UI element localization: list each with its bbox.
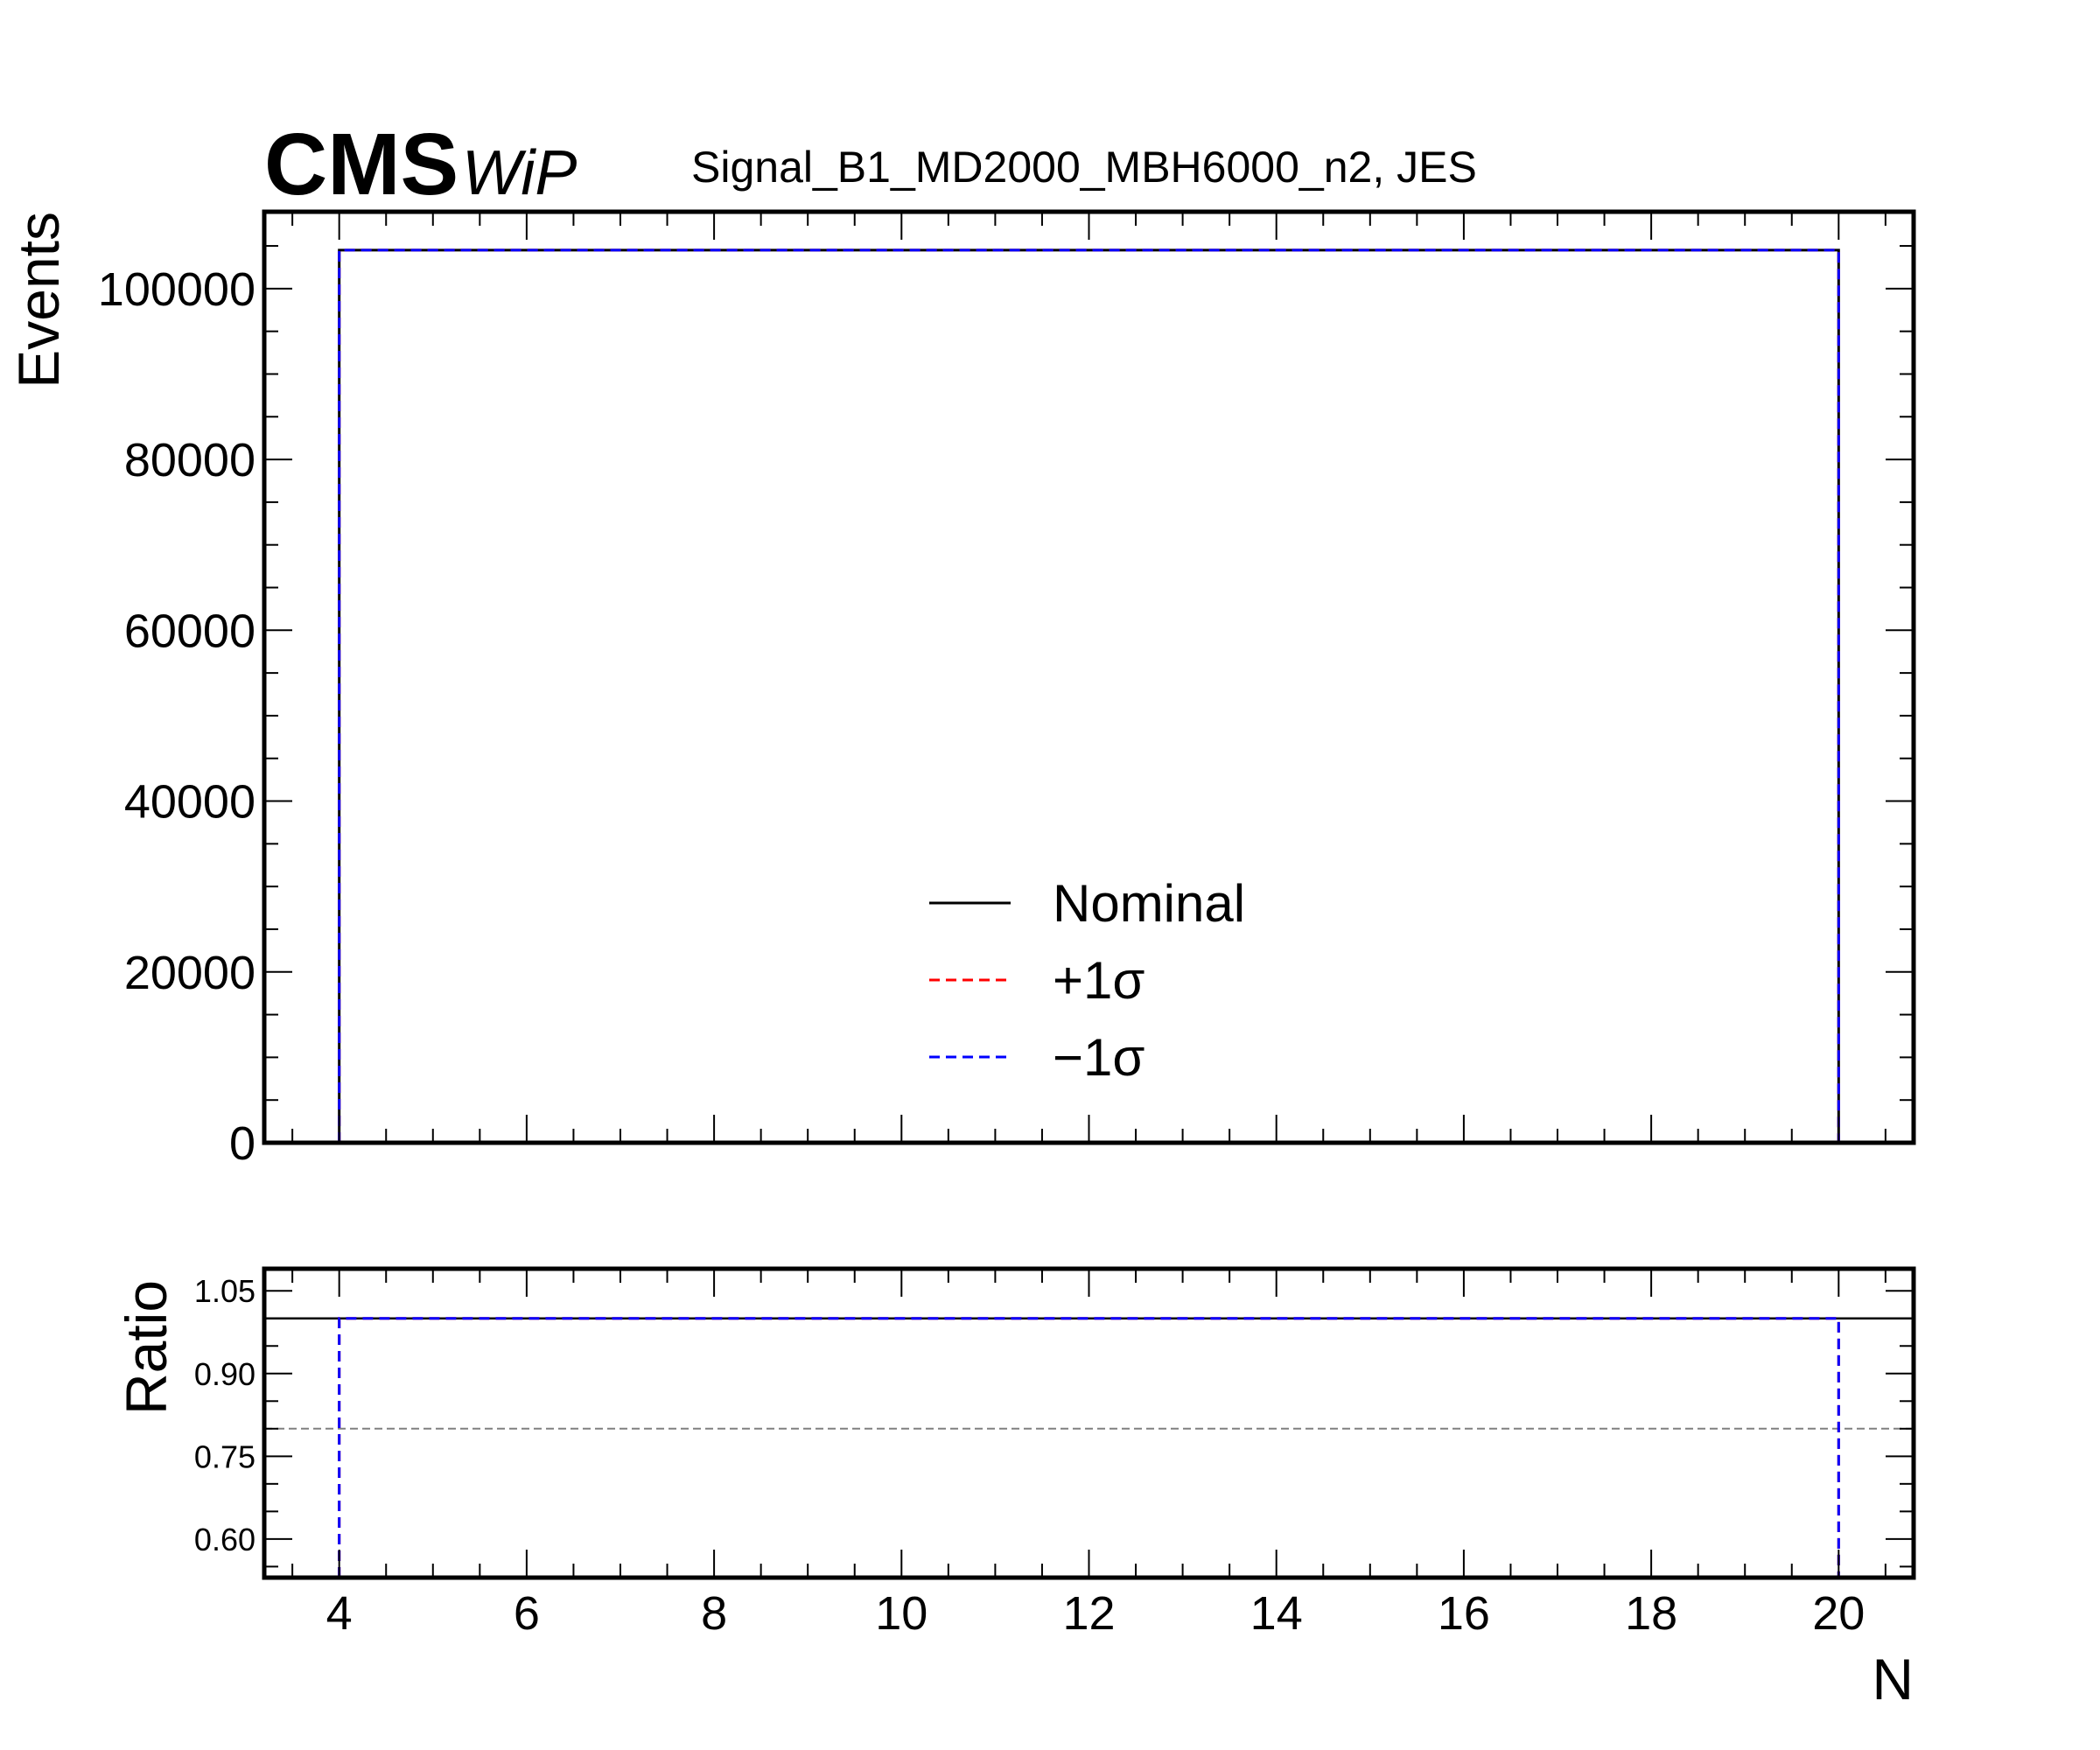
x-tick-label: 18: [1625, 1587, 1677, 1640]
ratio-y-ticks: 0.60 0.75 0.90 1.05: [194, 1273, 1914, 1568]
main-y-ticks: 0 20000 40000 60000 80000 100000: [98, 245, 1914, 1170]
main-y-axis-label: Events: [6, 212, 71, 388]
ratio-panel: 4 6 8 10 12 14 16 18 20 0.60 0.75 0.90 1.05 Ratio N: [114, 1266, 1916, 1712]
ratio-y-tick-label: 0.75: [194, 1438, 256, 1474]
main-panel: 0 20000 40000 60000 80000 100000 Events: [6, 209, 1916, 1170]
x-tick-label: 8: [701, 1587, 727, 1640]
ratio-series-1: [338, 1317, 1840, 1578]
ratio-y-tick-label: 0.60: [194, 1522, 256, 1558]
ratio-y-axis-label: Ratio: [114, 1280, 178, 1415]
plot-title: Signal_B1_MD2000_MBH6000_n2, JES: [691, 143, 1477, 192]
main-y-tick-label: 60000: [124, 605, 256, 657]
legend-up-label: +1σ: [1053, 951, 1144, 1010]
x-tick-label: 14: [1250, 1587, 1303, 1640]
main-frame: [262, 209, 1916, 1145]
main-y-tick-label: 80000: [124, 434, 256, 486]
main-plot-area: [338, 248, 1840, 1143]
legend-nominal-label: Nominal: [1053, 874, 1245, 933]
main-y-tick-label: 0: [229, 1117, 256, 1170]
main-series-0: [338, 248, 1840, 1143]
legend: Nominal +1σ −1σ: [929, 874, 1245, 1087]
ratio-frame: [262, 1266, 1916, 1580]
cms-logo: CMS: [264, 116, 458, 214]
x-tick-label: 20: [1812, 1587, 1865, 1640]
ratio-y-tick-label: 0.90: [194, 1356, 256, 1392]
extra-text: WiP: [462, 138, 577, 208]
main-y-tick-label: 20000: [124, 947, 256, 999]
x-tick-label: 16: [1438, 1587, 1490, 1640]
x-tick-label: 4: [326, 1587, 353, 1640]
ratio-x-ticks: 4 6 8 10 12 14 16 18 20: [291, 1269, 1886, 1640]
x-tick-label: 12: [1062, 1587, 1115, 1640]
ratio-plot-area: [264, 1317, 1914, 1578]
main-y-tick-label: 40000: [124, 776, 256, 829]
x-tick-label: 10: [875, 1587, 928, 1640]
x-tick-label: 6: [514, 1587, 540, 1640]
ratio-y-tick-label: 1.05: [194, 1273, 256, 1309]
main-x-ticks: [291, 212, 1886, 1143]
main-y-tick-label: 100000: [98, 263, 256, 316]
x-axis-label: N: [1872, 1647, 1914, 1712]
legend-down-label: −1σ: [1053, 1028, 1144, 1087]
